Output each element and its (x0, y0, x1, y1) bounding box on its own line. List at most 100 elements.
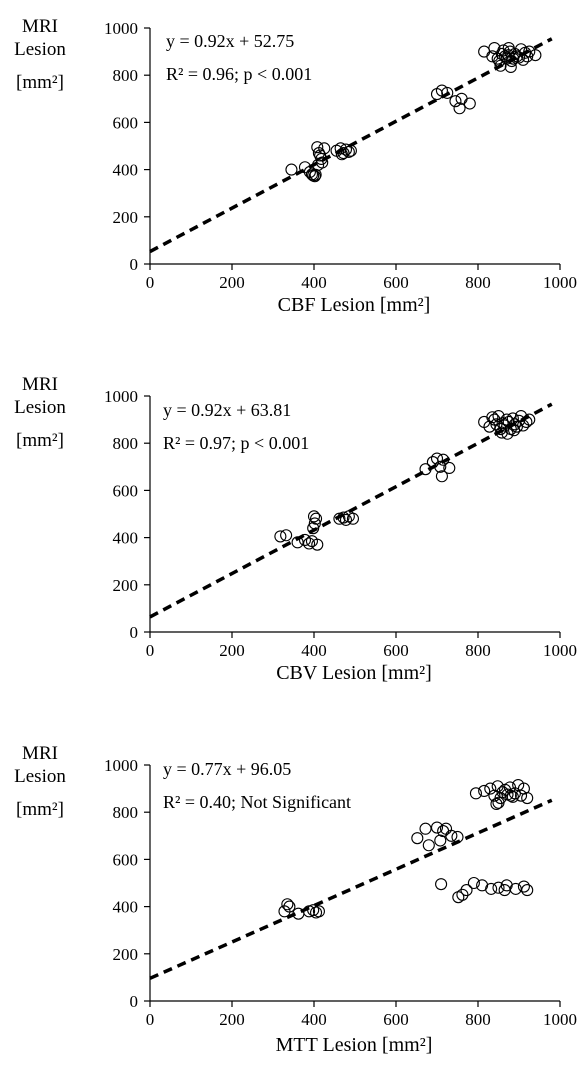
x-tick-label: 0 (146, 641, 155, 660)
x-tick-label: 0 (146, 1010, 155, 1029)
ylabel-line-1: MRI (22, 374, 58, 395)
data-point (523, 413, 536, 426)
data-point (523, 45, 536, 58)
data-point (346, 512, 360, 525)
y-tick-label: 0 (130, 255, 139, 274)
data-point (517, 880, 530, 893)
data-point (283, 900, 296, 913)
x-axis-title: MTT Lesion [mm²] (276, 1034, 433, 1056)
data-point (495, 426, 508, 439)
x-tick-label: 600 (383, 641, 409, 660)
data-point (453, 102, 466, 115)
data-point (486, 411, 499, 424)
data-point (339, 143, 353, 156)
data-point (435, 84, 448, 97)
y-tick-label: 1000 (104, 387, 138, 406)
data-point (488, 42, 501, 55)
ylabel-line-3: [mm²] (16, 72, 64, 93)
x-tick-label: 800 (465, 1010, 491, 1029)
y-tick-label: 200 (113, 576, 139, 595)
x-tick-label: 400 (301, 641, 327, 660)
regression-equation: y = 0.92x + 63.81 (163, 400, 291, 420)
x-tick-label: 800 (465, 273, 491, 292)
data-point (280, 529, 293, 542)
data-point (506, 790, 519, 803)
data-point (308, 170, 321, 183)
data-point (312, 905, 325, 918)
data-point (311, 141, 324, 154)
x-tick-label: 400 (301, 273, 327, 292)
data-point (498, 419, 511, 432)
ylabel-line-1: MRI (22, 743, 58, 764)
ylabel-line-1: MRI (22, 16, 58, 37)
x-tick-label: 600 (383, 1010, 409, 1029)
regression-stats: R² = 0.97; p < 0.001 (163, 433, 309, 453)
data-point (435, 878, 448, 891)
regression-equation: y = 0.77x + 96.05 (163, 759, 291, 779)
data-point (434, 460, 447, 473)
data-point (469, 787, 483, 800)
data-point (485, 882, 498, 895)
y-tick-label: 400 (113, 529, 139, 548)
ylabel-line-3: [mm²] (16, 430, 64, 451)
y-tick-label: 400 (113, 898, 139, 917)
y-tick-label: 600 (113, 481, 139, 500)
data-point (419, 822, 432, 835)
y-tick-label: 800 (113, 434, 139, 453)
plot-area: 0 200 400 600 800 1000 0 200 400 600 800 1000 (104, 19, 577, 292)
data-point (419, 463, 432, 476)
data-point (335, 148, 348, 161)
data-point (337, 147, 350, 160)
y-tick-label: 800 (113, 66, 139, 85)
data-point (451, 830, 464, 844)
ylabel-line-2: Lesion (14, 766, 66, 787)
data-point (517, 53, 530, 66)
data-point (478, 45, 491, 58)
regression-stats: R² = 0.40; Not Significant (163, 792, 351, 812)
data-point (504, 789, 517, 802)
data-point (496, 417, 509, 430)
data-point (498, 884, 511, 897)
data-point (309, 512, 323, 525)
data-point (504, 60, 517, 73)
y-tick-label: 200 (113, 208, 139, 227)
data-point (435, 470, 448, 483)
data-point (337, 511, 350, 524)
data-point (307, 510, 321, 523)
regression-equation: y = 0.92x + 52.75 (166, 31, 294, 51)
data-point (494, 59, 507, 72)
y-tick-label: 400 (113, 161, 139, 180)
data-point (281, 898, 294, 911)
data-point (460, 884, 473, 897)
data-point (305, 168, 319, 181)
y-tick-label: 800 (113, 803, 139, 822)
data-point (430, 88, 444, 101)
data-point (484, 782, 497, 795)
x-tick-label: 1000 (543, 1010, 577, 1029)
data-point (502, 42, 515, 55)
data-point (311, 538, 324, 551)
data-point (437, 825, 450, 838)
data-point (521, 791, 534, 805)
data-point (456, 888, 469, 901)
data-point (486, 50, 499, 63)
x-tick-label: 600 (383, 273, 409, 292)
data-point (501, 427, 514, 440)
data-point (312, 158, 325, 171)
data-point (508, 418, 521, 431)
data-point (339, 513, 353, 526)
x-axis-title: CBF Lesion [mm²] (278, 294, 431, 316)
data-point (449, 95, 462, 108)
plot-area: 0 200 400 600 800 1000 0 200 400 600 800 1000 (104, 756, 577, 1029)
data-point (492, 410, 505, 423)
chart-panel-mtt: MRI Lesion [mm²] y = 0.77x + 96.05 R² = … (14, 743, 577, 1056)
data-point (303, 537, 316, 550)
data-point (422, 839, 435, 852)
y-tick-label: 200 (113, 945, 139, 964)
y-tick-label: 1000 (104, 19, 138, 38)
data-point (478, 784, 491, 798)
y-tick-label: 0 (130, 992, 139, 1011)
data-point (274, 530, 287, 543)
regression-line (149, 798, 553, 980)
